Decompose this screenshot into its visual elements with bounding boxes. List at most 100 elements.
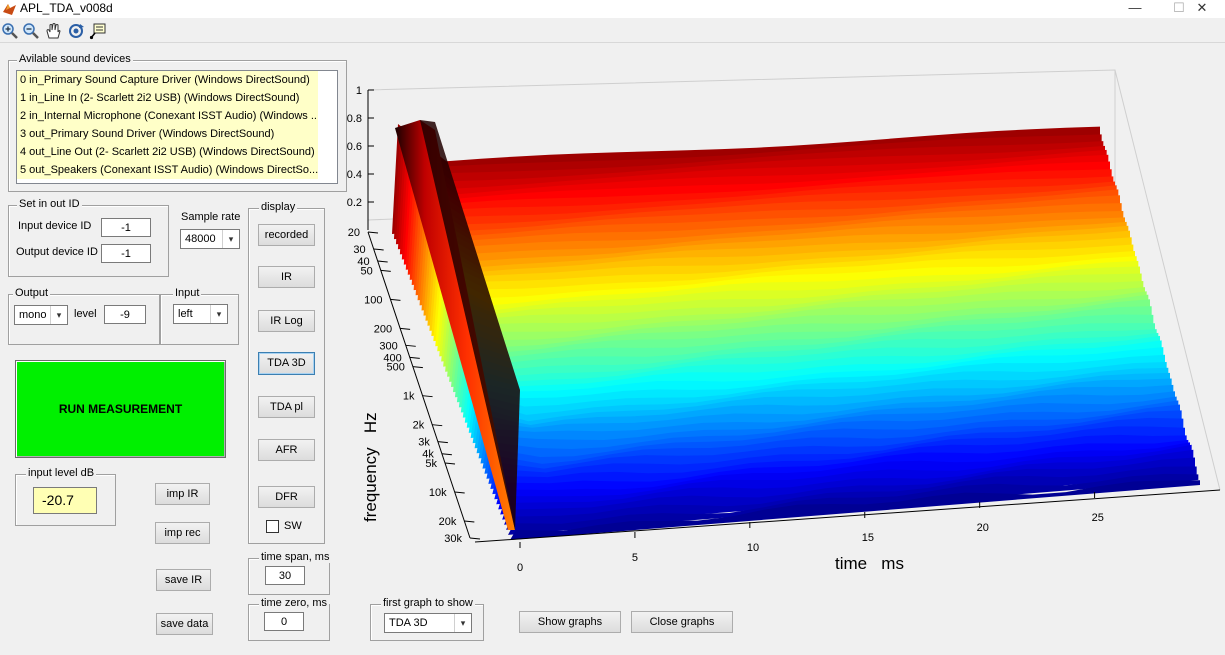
- z-tick-label: 0.8: [347, 113, 362, 125]
- device-item[interactable]: 3 out_Primary Sound Driver (Windows Dire…: [17, 125, 318, 143]
- y-tick-mark: [380, 269, 391, 272]
- imp-ir-button[interactable]: imp IR: [155, 483, 210, 505]
- y-tick-mark: [422, 395, 433, 398]
- x-tick-label: 10: [747, 542, 759, 554]
- device-item[interactable]: 5 out_Speakers (Conexant ISST Audio) (Wi…: [17, 161, 318, 179]
- x-axis-ticks: 0 5 10 15 20 25: [474, 489, 1221, 574]
- maximize-button[interactable]: ☐: [1173, 0, 1185, 15]
- y-tick-label: 30: [353, 244, 365, 256]
- output-mode-value: mono: [19, 309, 47, 321]
- input-panel: Input: [160, 287, 239, 345]
- first-graph-select[interactable]: TDA 3D ▾: [384, 613, 472, 633]
- sw-label: SW: [284, 520, 302, 532]
- close-graphs-button[interactable]: Close graphs: [631, 611, 733, 633]
- list-scrollbar[interactable]: [320, 71, 337, 183]
- y-tick-mark: [373, 248, 384, 251]
- y-tick-label: 20k: [439, 516, 457, 528]
- output-device-id-field[interactable]: -1: [101, 244, 151, 263]
- input-level-readout: -20.7: [33, 487, 97, 514]
- input-channel-select[interactable]: left ▾: [173, 304, 228, 324]
- z-tick-label: 1: [356, 85, 362, 97]
- y-tick-label: 3k: [418, 437, 430, 449]
- y-tick-label: 100: [364, 294, 382, 306]
- imp-rec-button[interactable]: imp rec: [155, 522, 210, 544]
- zoom-in-icon[interactable]: [1, 22, 19, 40]
- input-device-id-label: Input device ID: [18, 220, 92, 232]
- recorded-button[interactable]: recorded: [258, 224, 315, 246]
- y-tick-label: 10k: [429, 487, 447, 499]
- run-measurement-button[interactable]: RUN MEASUREMENT: [15, 360, 226, 458]
- y-tick-mark: [441, 453, 452, 456]
- device-id-panel: Set in out ID: [8, 198, 169, 277]
- input-level-panel: input level dB: [15, 467, 116, 526]
- y-tick-mark: [405, 344, 416, 347]
- y-tick-label: 5k: [425, 458, 437, 470]
- display-panel: display: [248, 201, 325, 544]
- y-tick-label: 300: [379, 340, 397, 352]
- figure-toolbar: [0, 20, 1225, 43]
- sw-checkbox[interactable]: [266, 520, 279, 533]
- show-graphs-button[interactable]: Show graphs: [519, 611, 621, 633]
- x-tick-label: 25: [1092, 512, 1104, 524]
- chevron-down-icon: ▾: [210, 305, 227, 323]
- x-tick-label: 5: [632, 552, 638, 564]
- window-title: APL_TDA_v008d: [20, 1, 113, 15]
- output-panel: Output: [8, 287, 160, 345]
- y-tick-mark: [437, 441, 448, 444]
- output-level-field[interactable]: -9: [104, 305, 146, 324]
- close-button[interactable]: ✕: [1196, 0, 1208, 15]
- pan-hand-icon[interactable]: [44, 22, 62, 40]
- x-tick-label: 20: [977, 522, 989, 534]
- ir-log-button[interactable]: IR Log: [258, 310, 315, 332]
- chevron-down-icon: ▾: [222, 230, 239, 248]
- minimize-button[interactable]: —: [1128, 0, 1142, 15]
- sound-devices-panel: Avilable sound devices: [8, 53, 347, 192]
- x-axis-label: time ms: [835, 554, 904, 573]
- output-mode-select[interactable]: mono ▾: [14, 305, 68, 325]
- y-tick-mark: [400, 327, 411, 330]
- title-bar: APL_TDA_v008d — ☐ ✕: [0, 0, 1225, 18]
- time-zero-panel: time zero, ms: [248, 597, 330, 641]
- tda-pl-button[interactable]: TDA pl: [258, 396, 315, 418]
- waterfall-surface: [392, 120, 1200, 540]
- y-tick-label: 2k: [413, 420, 425, 432]
- device-item[interactable]: 0 in_Primary Sound Capture Driver (Windo…: [17, 71, 318, 89]
- y-tick-label: 4k: [422, 449, 434, 461]
- first-graph-title: first graph to show: [381, 597, 475, 609]
- input-device-id-field[interactable]: -1: [101, 218, 151, 237]
- device-item[interactable]: 1 in_Line In (2- Scarlett 2i2 USB) (Wind…: [17, 89, 318, 107]
- rotate-3d-icon[interactable]: [67, 22, 85, 40]
- dfr-button[interactable]: DFR: [258, 486, 315, 508]
- device-id-title: Set in out ID: [17, 198, 82, 210]
- sample-rate-select[interactable]: 48000 ▾: [180, 229, 240, 249]
- display-title: display: [259, 201, 298, 213]
- time-zero-field[interactable]: 0: [264, 612, 304, 631]
- y-tick-mark: [412, 366, 423, 369]
- first-graph-value: TDA 3D: [389, 617, 428, 629]
- matlab-app-icon: [3, 4, 16, 15]
- save-data-button[interactable]: save data: [156, 613, 213, 635]
- z-axis-ticks: 1 0.8 0.6 0.4 0.2: [347, 85, 374, 230]
- z-tick-label: 0.2: [347, 197, 362, 209]
- y-tick-label: 500: [387, 362, 405, 374]
- first-graph-panel: first graph to show: [370, 597, 484, 641]
- device-item[interactable]: 4 out_Line Out (2- Scarlett 2i2 USB) (Wi…: [17, 143, 318, 161]
- z-tick-label: 0.4: [347, 169, 362, 181]
- tda-3d-button[interactable]: TDA 3D: [258, 352, 315, 375]
- ir-button[interactable]: IR: [258, 266, 315, 288]
- device-item[interactable]: 2 in_Internal Microphone (Conexant ISST …: [17, 107, 318, 125]
- chevron-down-icon: ▾: [454, 614, 471, 632]
- afr-button[interactable]: AFR: [258, 439, 315, 461]
- zoom-out-icon[interactable]: [22, 22, 40, 40]
- data-cursor-icon[interactable]: [89, 22, 107, 40]
- sound-devices-list[interactable]: 0 in_Primary Sound Capture Driver (Windo…: [16, 70, 338, 184]
- save-ir-button[interactable]: save IR: [156, 569, 211, 591]
- y-tick-mark: [464, 520, 475, 523]
- z-tick-label: 0.6: [347, 141, 362, 153]
- x-tick-label: 15: [862, 532, 874, 544]
- input-channel-value: left: [178, 308, 193, 320]
- time-span-field[interactable]: 30: [265, 566, 305, 585]
- time-span-title: time span, ms: [259, 551, 332, 563]
